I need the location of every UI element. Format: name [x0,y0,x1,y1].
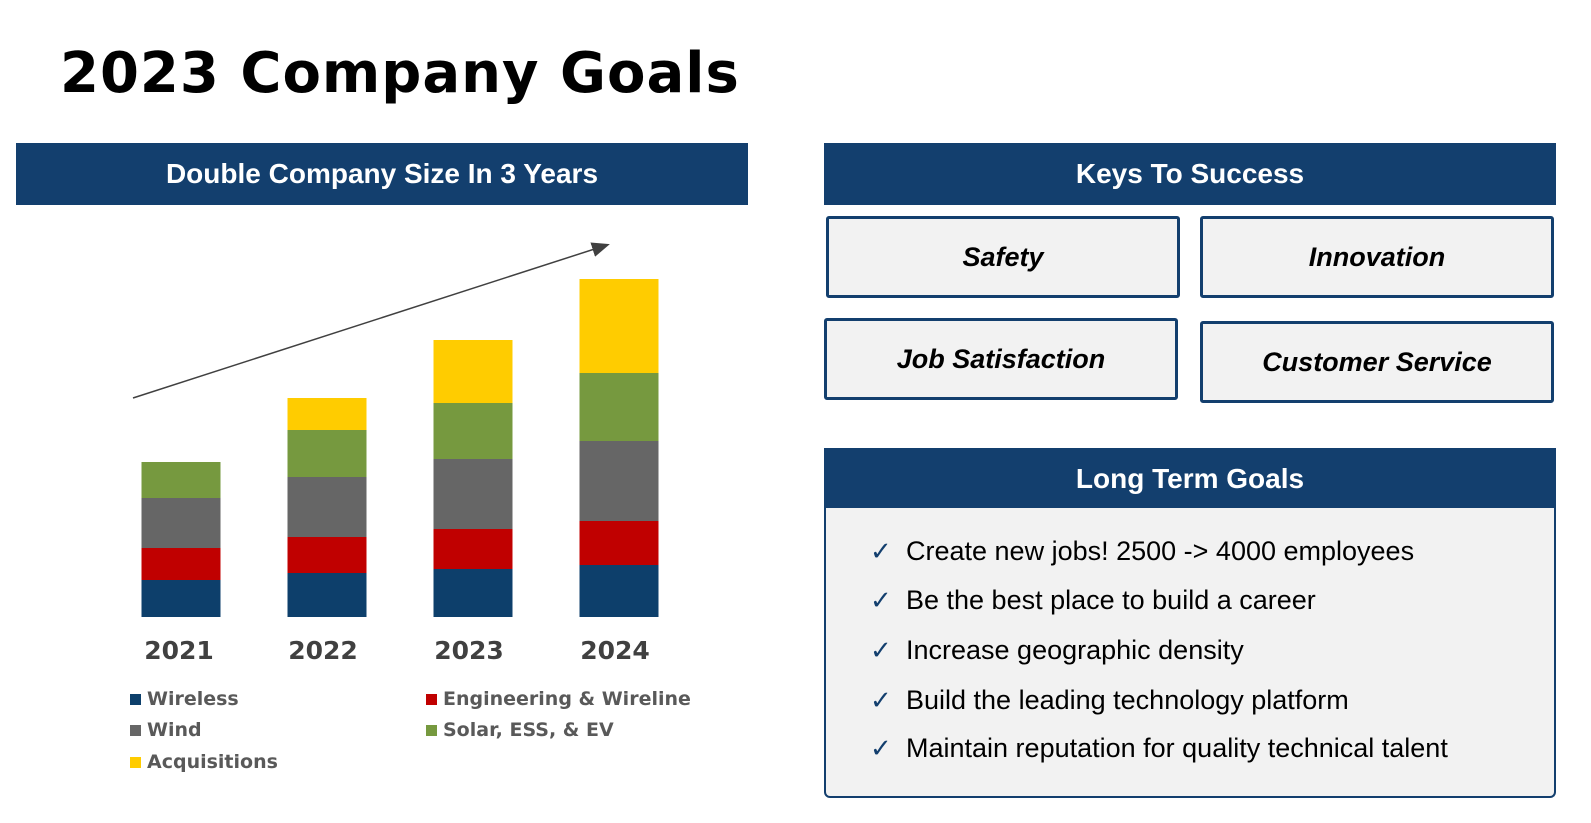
legend-item: Wireless [130,688,239,710]
goal-text: Maintain reputation for quality technica… [906,733,1448,763]
goal-item: ✓ Build the leading technology platform [870,685,1349,716]
legend-item: Solar, ESS, & EV [426,719,614,741]
goal-item: ✓ Maintain reputation for quality techni… [870,733,1448,764]
goal-text: Build the leading technology platform [906,685,1349,715]
x-tick-label: 2021 [144,636,214,665]
key-box-safety: Safety [826,216,1180,298]
x-tick-label: 2022 [288,636,358,665]
checkmark-icon: ✓ [870,635,892,666]
legend-item: Wind [130,719,202,741]
goal-text: Be the best place to build a career [906,585,1316,615]
legend-swatch [130,693,141,705]
legend-item: Engineering & Wireline [426,688,691,710]
key-box-job-satisfaction: Job Satisfaction [824,318,1178,400]
legend-swatch [426,693,437,705]
legend-label: Acquisitions [147,751,278,773]
trend-arrow [132,242,610,399]
legend-item: Acquisitions [130,751,278,773]
stacked-bar-chart: 2021 2022 2023 2024 [132,242,659,665]
key-box-customer-service: Customer Service [1200,321,1554,403]
chart-banner: Double Company Size In 3 Years [16,143,748,205]
checkmark-icon: ✓ [870,536,892,567]
bar-2023-wind [433,459,513,529]
page-title: 2023 Company Goals [60,41,740,106]
bar-2021-engineering-wireline [141,548,221,580]
key-box-innovation: Innovation [1200,216,1554,298]
bar-2021-wind [141,498,221,548]
goal-item: ✓ Be the best place to build a career [870,585,1316,616]
goal-text: Increase geographic density [906,635,1244,665]
legend-swatch [130,724,141,736]
goal-text: Create new jobs! 2500 -> 4000 employees [906,536,1415,566]
legend-label: Wireless [147,688,239,710]
bar-2023-acquisitions [433,340,513,403]
goal-item: ✓ Increase geographic density [870,635,1244,666]
bar-2021-wireless [141,580,221,617]
bar-2022-wireless [287,573,367,617]
goals-banner: Long Term Goals [824,448,1556,510]
bar-2021-solar-ess-ev [141,462,221,498]
bar-2024-solar-ess-ev [579,373,659,441]
keys-banner: Keys To Success [824,143,1556,205]
goals-panel: ✓ Create new jobs! 2500 -> 4000 employee… [824,508,1556,798]
legend-label: Solar, ESS, & EV [443,719,614,741]
bar-2023-engineering-wireline [433,529,513,569]
bar-2024-acquisitions [579,279,659,373]
bar-2023-wireless [433,569,513,617]
checkmark-icon: ✓ [870,733,892,764]
legend-label: Engineering & Wireline [443,688,691,710]
x-tick-label: 2023 [434,636,504,665]
bar-2024-wireless [579,565,659,617]
checkmark-icon: ✓ [870,685,892,716]
legend-swatch [426,724,437,736]
bar-2022-solar-ess-ev [287,430,367,477]
bar-2024-engineering-wireline [579,521,659,565]
bar-2024-wind [579,441,659,521]
checkmark-icon: ✓ [870,585,892,616]
bar-2023-solar-ess-ev [433,403,513,459]
goal-item: ✓ Create new jobs! 2500 -> 4000 employee… [870,536,1414,567]
bar-2022-engineering-wireline [287,537,367,573]
legend-swatch [130,756,141,768]
bar-2022-acquisitions [287,398,367,430]
bar-2022-wind [287,477,367,537]
x-tick-label: 2024 [580,636,650,665]
legend-label: Wind [147,719,202,741]
